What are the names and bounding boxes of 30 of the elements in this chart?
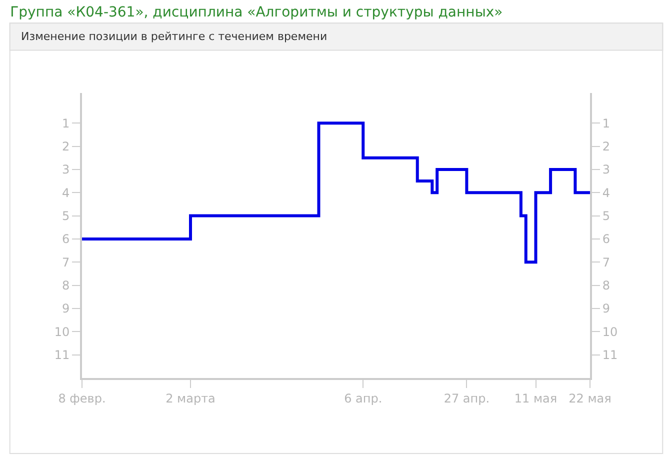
y-tick-label: 2 [62,139,70,154]
y-tick-label: 10 [54,324,70,339]
y2-tick-label: 6 [602,232,610,246]
y2-tick-label: 11 [602,348,618,362]
y2-tick-label: 9 [602,302,610,316]
y2-tick-label: 2 [602,139,610,154]
x-tick-label: 2 марта [166,391,216,406]
y2-tick-label: 3 [602,162,610,177]
x-tick-label: 11 мая [514,391,558,406]
y-tick-label: 8 [62,278,70,293]
y-tick-label: 1 [62,116,70,130]
x-tick-label: 6 апр. [344,391,382,406]
x-tick-label: 27 апр. [444,391,490,406]
y-tick-label: 11 [54,348,70,362]
y2-tick-label: 4 [602,186,610,200]
x-tick-label: 8 февр. [58,391,106,406]
y2-tick-label: 7 [602,255,610,270]
y2-tick-label: 10 [602,324,618,339]
y2-tick-label: 5 [602,209,610,223]
chart-subtitle: Изменение позиции в рейтинге с течением времени [21,30,328,43]
y2-tick-label: 1 [602,116,610,130]
y-tick-label: 5 [62,209,70,223]
y-tick-label: 4 [62,186,70,200]
y2-tick-label: 8 [602,278,610,293]
y-tick-label: 9 [62,302,70,316]
y-tick-label: 3 [62,162,70,177]
x-tick-label: 22 мая [568,391,612,406]
y-tick-label: 7 [62,255,70,270]
y-tick-label: 6 [62,232,70,246]
chart-title: Группа «К04-361», дисциплина «Алгоритмы и структуры данных» [10,4,503,21]
